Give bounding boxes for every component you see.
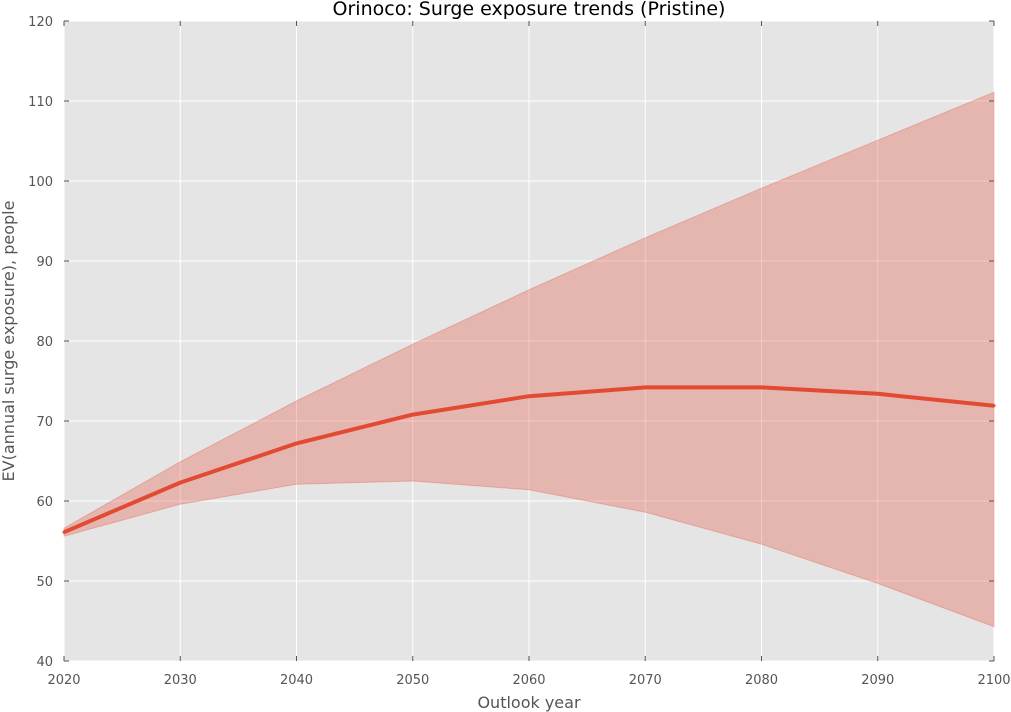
data-point [992,404,996,408]
x-axis-label: Outlook year [477,693,581,712]
chart-title: Orinoco: Surge exposure trends (Pristine… [333,0,726,20]
y-tick-label: 80 [36,335,53,350]
x-tick-label: 2030 [164,673,197,688]
data-point [62,530,66,534]
y-tick-labels: 40 50 60 70 80 90 100 110 120 [28,15,53,670]
x-tick-label: 2080 [745,673,778,688]
x-tick-label: 2070 [629,673,662,688]
x-tick-label: 2090 [861,673,894,688]
y-axis-label: EV(annual surge exposure), people [0,201,18,482]
data-point [643,385,647,389]
y-tick-label: 110 [28,95,53,110]
y-tick-label: 70 [36,415,53,430]
x-tick-label: 2020 [47,673,80,688]
y-tick-label: 40 [36,655,53,670]
data-point [178,481,182,485]
confidence-band-layer [63,91,995,628]
data-point [411,413,415,417]
confidence-band [63,91,995,628]
series-line-layer [62,385,996,535]
data-point [527,394,531,398]
data-point [295,441,298,445]
x-tick-label: 2100 [977,673,1010,688]
x-tick-label: 2050 [396,673,429,688]
data-point [876,392,880,396]
y-tick-label: 50 [36,575,53,590]
x-tick-label: 2040 [280,673,313,688]
y-tick-label: 90 [36,255,53,270]
x-tick-labels: 2020 2030 2040 2050 2060 2070 2080 2090 2100 [47,673,1010,688]
y-tick-label: 120 [28,15,53,30]
x-tick-label: 2060 [512,673,545,688]
data-point [760,385,763,389]
tick-marks [63,20,995,662]
y-tick-label: 60 [36,495,53,510]
y-tick-label: 100 [28,175,53,190]
